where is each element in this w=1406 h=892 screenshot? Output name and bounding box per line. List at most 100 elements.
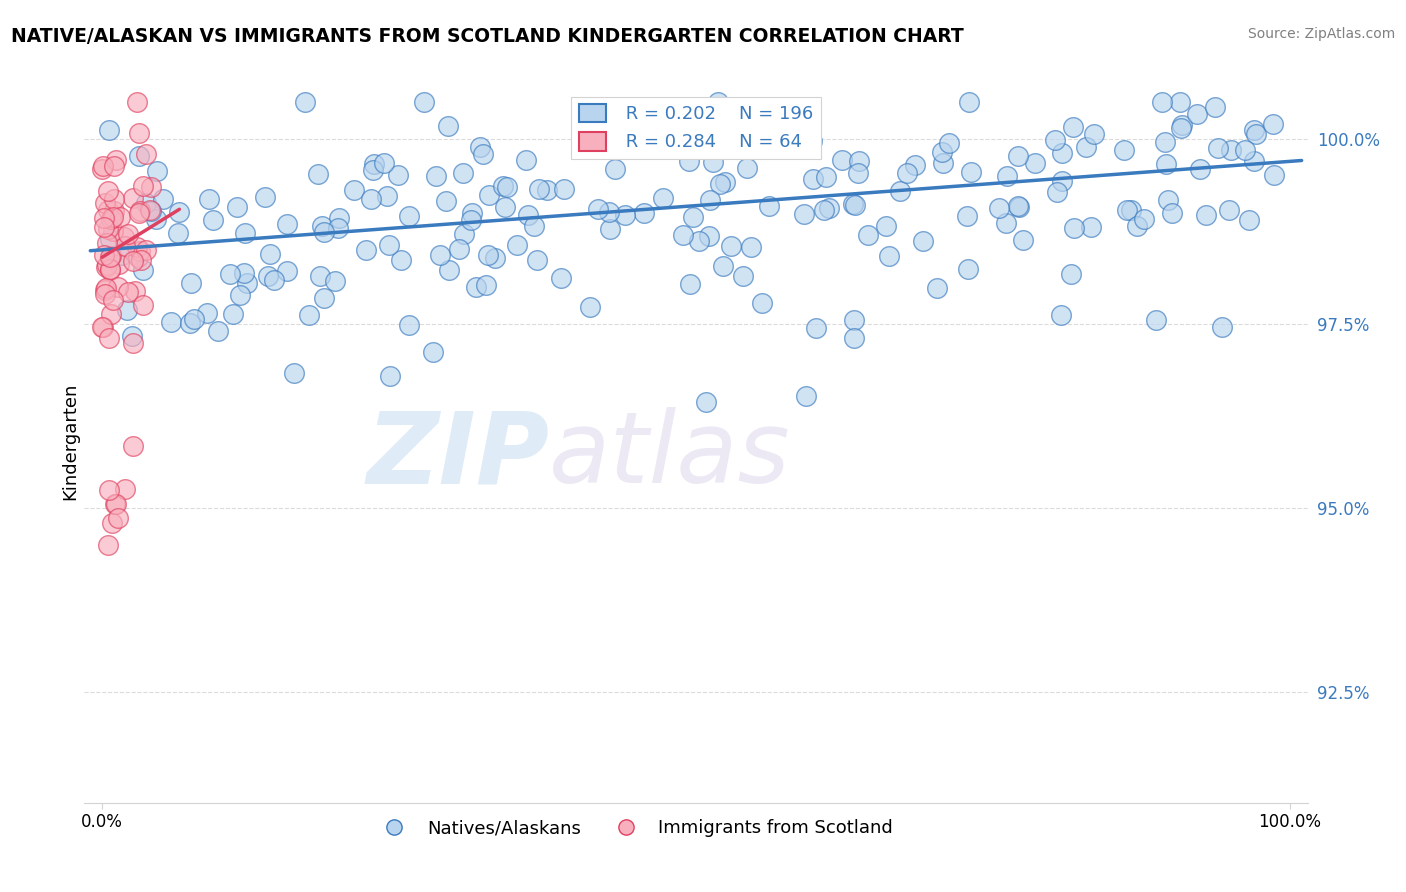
Point (586, 202, 609, 217)
Point (93, 211, 115, 226)
Point (96, 259, 118, 273)
Point (437, 263, 460, 277)
Point (101, 224, 124, 238)
Point (672, 228, 695, 243)
Point (100, 307, 122, 321)
Point (378, 238, 401, 252)
Point (515, 153, 537, 167)
Point (896, 166, 918, 180)
Point (91, 320, 114, 334)
Point (103, 210, 125, 224)
Point (758, 199, 780, 213)
Point (387, 168, 409, 182)
Point (139, 204, 162, 219)
Point (312, 225, 335, 239)
Point (613, 208, 636, 222)
Point (389, 252, 412, 267)
Point (122, 335, 145, 350)
Point (578, 300, 600, 314)
Point (553, 182, 575, 196)
Point (1261, 117, 1284, 131)
Point (1133, 211, 1156, 226)
Text: ZIP: ZIP (366, 408, 550, 505)
Point (605, 162, 627, 177)
Point (599, 222, 621, 236)
Point (160, 315, 183, 329)
Point (93, 220, 115, 235)
Point (1157, 193, 1180, 207)
Point (276, 264, 298, 278)
Point (1116, 203, 1139, 218)
Point (1189, 161, 1212, 176)
Point (101, 516, 124, 530)
Point (1220, 144, 1243, 158)
Point (678, 154, 700, 169)
Point (794, 389, 817, 403)
Point (1126, 219, 1149, 233)
Point (492, 178, 515, 193)
Point (1204, 100, 1226, 114)
Point (128, 149, 150, 163)
Point (925, 281, 948, 295)
Point (328, 221, 350, 235)
Point (1011, 233, 1033, 247)
Point (817, 202, 839, 216)
Point (720, 238, 742, 252)
Point (815, 170, 838, 185)
Point (145, 212, 167, 227)
Point (707, 95, 730, 110)
Point (1218, 203, 1240, 218)
Point (844, 198, 866, 212)
Point (229, 288, 252, 302)
Point (740, 240, 762, 254)
Point (1168, 95, 1191, 110)
Point (1008, 200, 1031, 214)
Point (96, 236, 118, 251)
Point (413, 95, 436, 110)
Point (373, 156, 395, 170)
Point (735, 161, 758, 176)
Point (98, 331, 121, 345)
Point (702, 154, 724, 169)
Point (494, 200, 516, 214)
Point (1007, 148, 1029, 162)
Point (114, 239, 136, 253)
Point (956, 261, 979, 276)
Point (1152, 95, 1174, 110)
Point (100, 262, 122, 277)
Point (101, 293, 124, 308)
Point (233, 267, 256, 281)
Point (813, 202, 835, 217)
Point (711, 259, 734, 273)
Point (1185, 107, 1208, 121)
Point (801, 134, 824, 148)
Point (536, 183, 558, 197)
Point (453, 227, 475, 242)
Point (437, 119, 460, 133)
Point (91, 319, 114, 334)
Point (1234, 143, 1257, 157)
Point (169, 204, 191, 219)
Point (97, 185, 120, 199)
Point (477, 187, 499, 202)
Point (1160, 205, 1182, 219)
Point (122, 439, 145, 453)
Point (256, 269, 278, 284)
Point (363, 157, 385, 171)
Point (354, 243, 377, 257)
Point (183, 312, 205, 326)
Point (129, 203, 152, 218)
Point (699, 193, 721, 207)
Point (731, 268, 754, 283)
Point (468, 140, 491, 154)
Point (115, 302, 138, 317)
Point (957, 95, 980, 110)
Point (198, 192, 221, 206)
Point (132, 178, 155, 193)
Point (1024, 155, 1046, 169)
Point (139, 202, 162, 217)
Point (1114, 143, 1136, 157)
Point (298, 308, 321, 322)
Point (464, 280, 486, 294)
Point (97, 222, 120, 236)
